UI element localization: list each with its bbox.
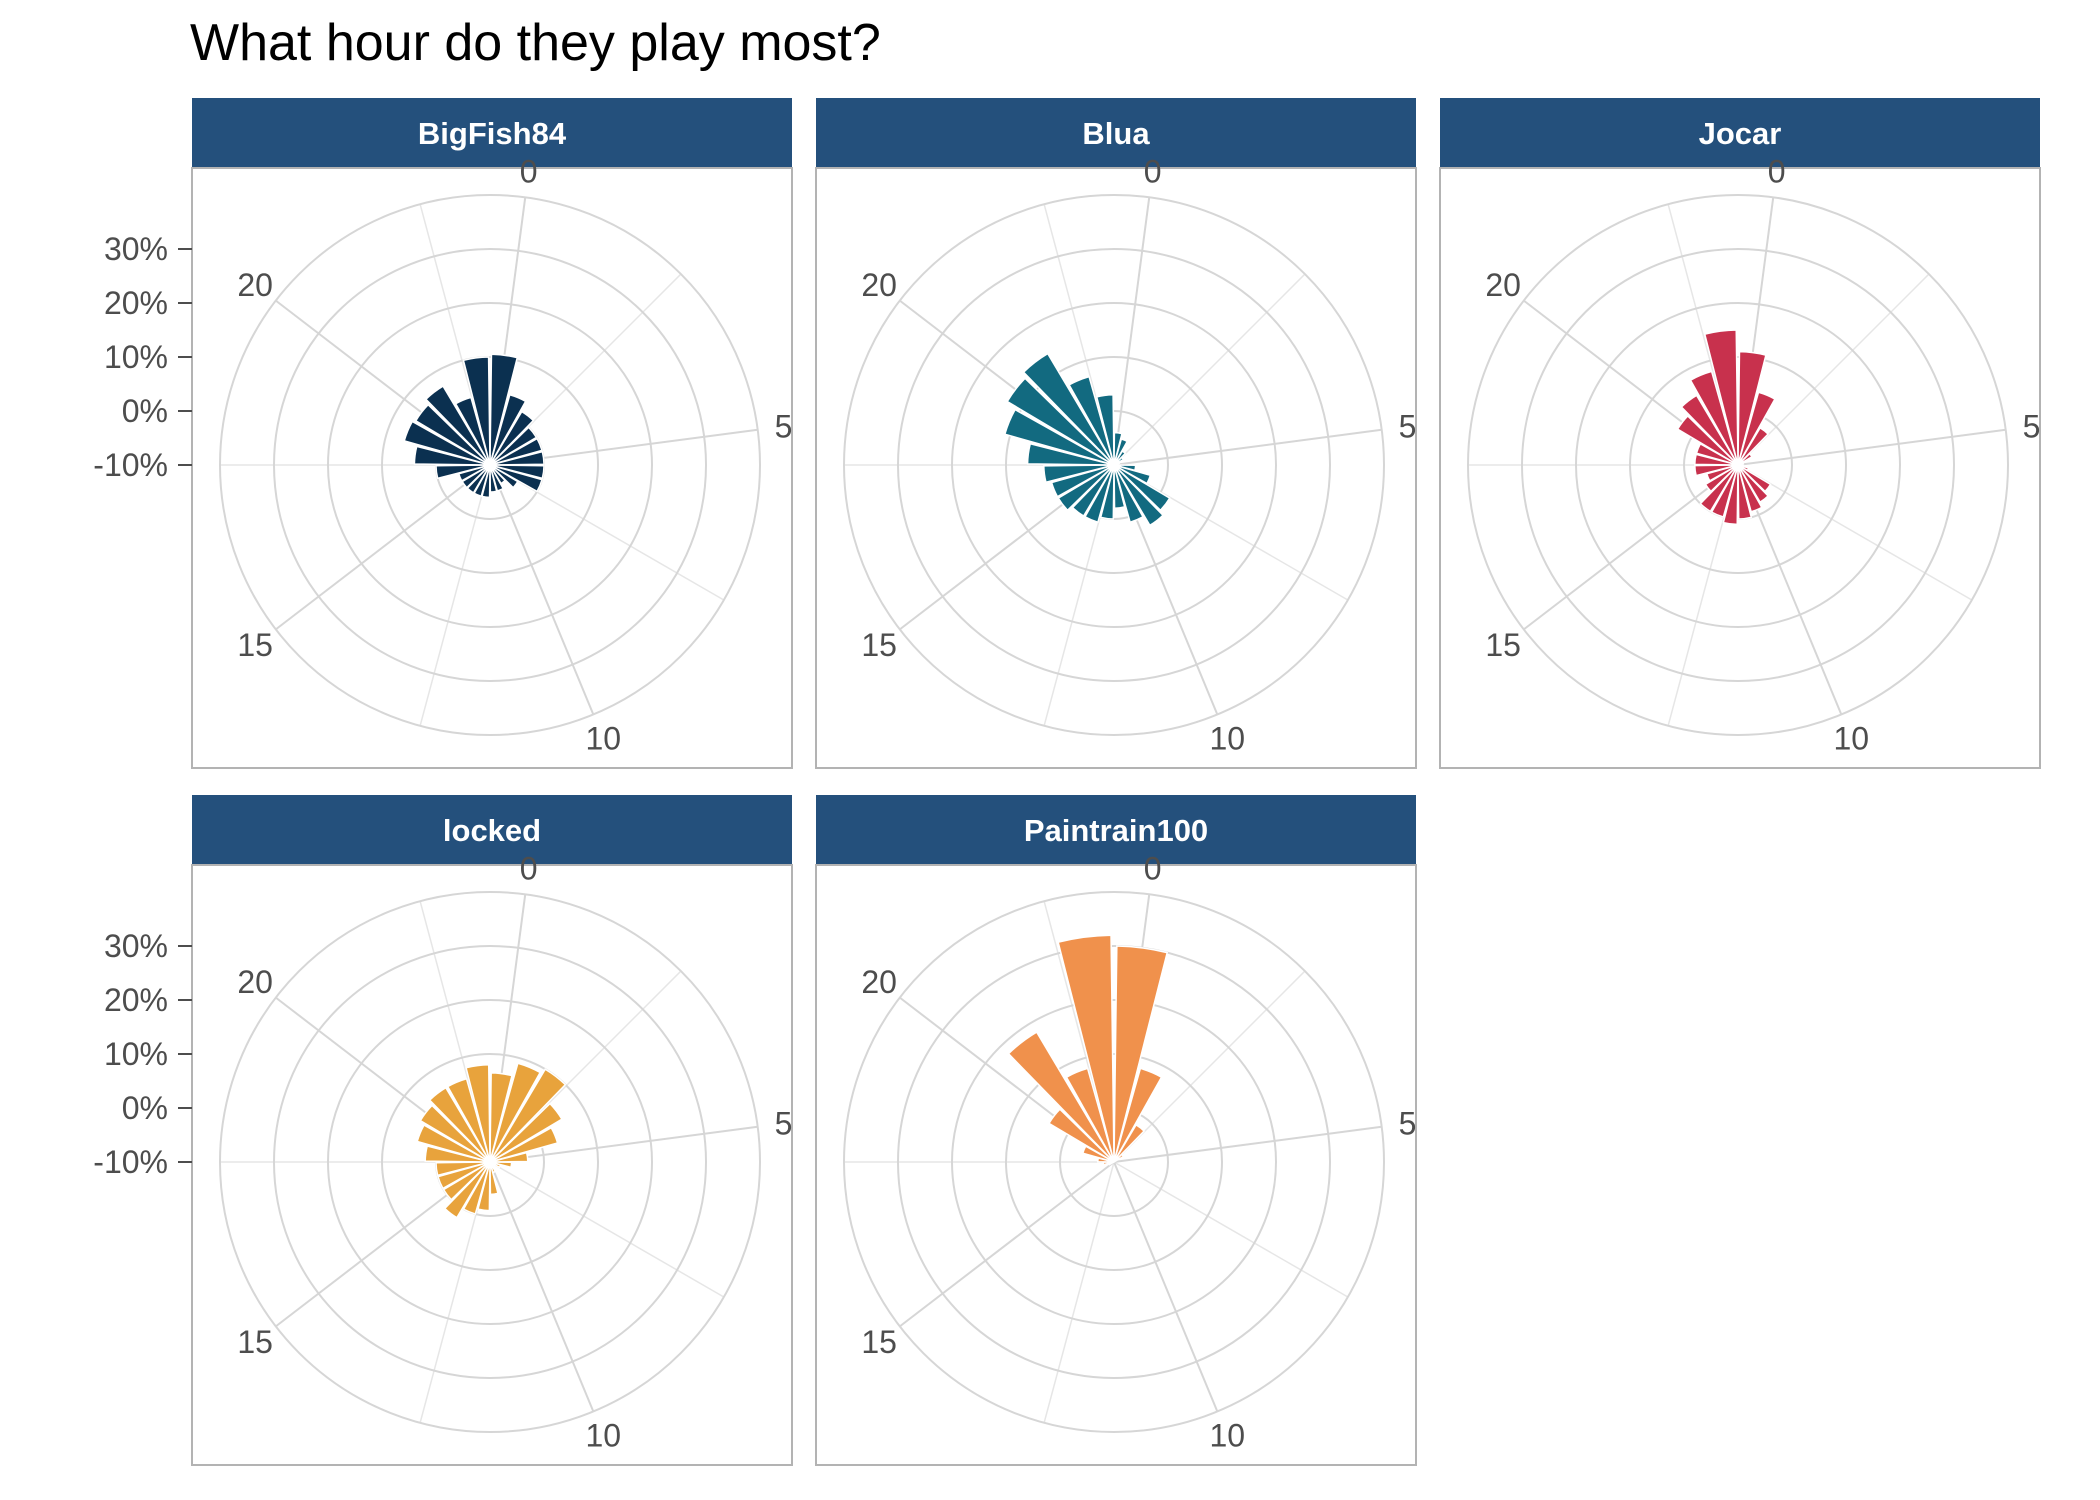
facet-strip-label: Jocar — [1699, 116, 1782, 151]
hour-tick-label: 20 — [861, 964, 897, 1000]
facet-strip-label: Paintrain100 — [1024, 813, 1208, 848]
hour-tick-label: 0 — [1144, 851, 1162, 887]
hour-tick-label: 5 — [775, 1105, 793, 1141]
chart-title: What hour do they play most? — [190, 14, 881, 72]
y-tick-label: 0% — [122, 393, 168, 429]
hour-tick-label: 15 — [861, 627, 897, 663]
hour-tick-label: 15 — [237, 1324, 273, 1360]
hour-tick-label: 20 — [1485, 267, 1521, 303]
hour-tick-label: 15 — [1485, 627, 1521, 663]
hour-tick-label: 5 — [1399, 408, 1417, 444]
facet-strip-label: Blua — [1082, 116, 1150, 151]
y-tick-label: 30% — [104, 231, 168, 267]
y-tick-label: 20% — [104, 285, 168, 321]
hour-tick-label: 15 — [861, 1324, 897, 1360]
facet-strip-label: locked — [443, 813, 541, 848]
hour-tick-label: 10 — [1209, 1417, 1245, 1453]
hour-tick-label: 10 — [1833, 720, 1869, 756]
y-tick-label: 0% — [122, 1090, 168, 1126]
hour-tick-label: 0 — [1144, 154, 1162, 190]
hour-tick-label: 10 — [585, 720, 621, 756]
hour-tick-label: 20 — [237, 267, 273, 303]
hour-tick-label: 5 — [1399, 1105, 1417, 1141]
hour-tick-label: 10 — [585, 1417, 621, 1453]
facet-panels: BigFish8405101520-10%0%10%20%30%Blua0510… — [93, 98, 2040, 1465]
y-tick-label: 10% — [104, 1036, 168, 1072]
hour-tick-label: 0 — [520, 851, 538, 887]
hour-tick-label: 10 — [1209, 720, 1245, 756]
y-tick-label: -10% — [93, 1144, 168, 1180]
y-axis-labels: -10% 0% 10% 20% 30% — [93, 928, 192, 1180]
hour-tick-label: 5 — [775, 408, 793, 444]
hour-tick-label: 0 — [1768, 154, 1786, 190]
hour-tick-label: 5 — [2023, 408, 2041, 444]
y-tick-label: 30% — [104, 928, 168, 964]
facet-strip-label: BigFish84 — [418, 116, 567, 151]
hour-tick-label: 20 — [861, 267, 897, 303]
y-axis-labels: -10% 0% 10% 20% 30% — [93, 231, 192, 483]
hour-tick-label: 15 — [237, 627, 273, 663]
hour-tick-label: 0 — [520, 154, 538, 190]
y-tick-label: 10% — [104, 339, 168, 375]
y-tick-label: 20% — [104, 982, 168, 1018]
hour-tick-label: 20 — [237, 964, 273, 1000]
y-tick-label: -10% — [93, 447, 168, 483]
